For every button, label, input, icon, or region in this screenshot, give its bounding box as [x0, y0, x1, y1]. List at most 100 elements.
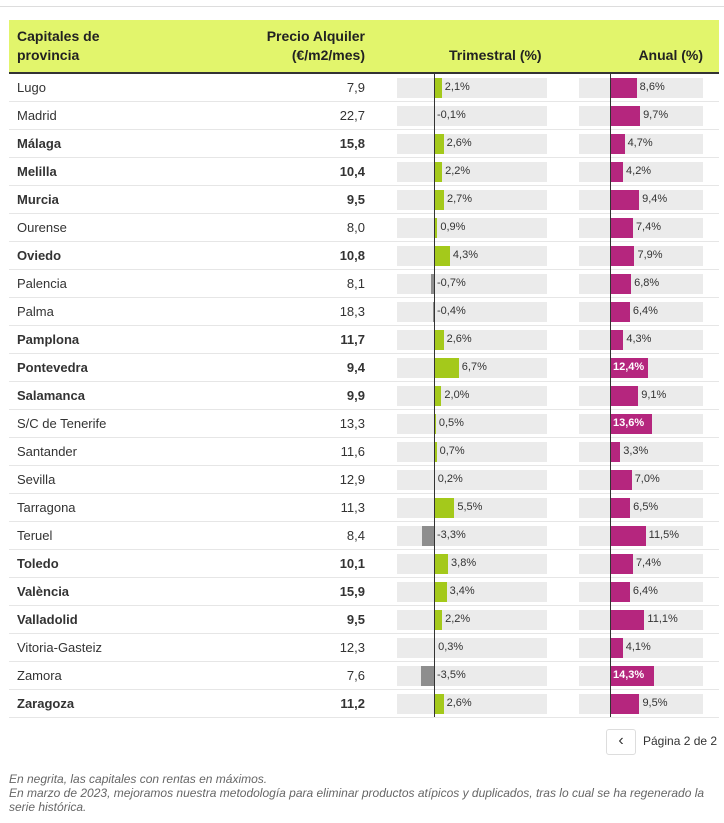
quarter-label: 2,7% [446, 193, 473, 205]
quarter-bar [434, 330, 444, 350]
year-bar [610, 666, 655, 686]
rent-price: 11,2 [340, 696, 365, 711]
year-bar-bg [579, 190, 703, 210]
rent-price: 8,4 [346, 528, 365, 543]
city-name: Zamora [17, 668, 62, 683]
table-row: Pamplona 11,7 2,6% 4,3% [9, 325, 719, 354]
rent-price: 10,4 [339, 164, 365, 179]
quarter-bar [431, 274, 434, 294]
city-name: Murcia [17, 192, 59, 207]
quarter-axis [434, 689, 435, 717]
year-label: 7,9% [637, 249, 663, 261]
quarter-bar [432, 302, 434, 322]
rent-price: 22,7 [339, 108, 365, 123]
city-name: València [17, 584, 70, 599]
city-name: Teruel [17, 528, 53, 543]
quarter-label: 6,7% [461, 361, 487, 373]
quarter-label: -0,7% [437, 277, 466, 289]
year-label: 9,1% [641, 389, 667, 401]
top-divider [0, 6, 724, 7]
rent-price: 12,9 [339, 472, 365, 487]
year-label: 9,4% [642, 193, 668, 205]
table-row: Zamora 7,6 -3,5% 14,3% [9, 661, 719, 690]
table-header: Capitales de provincia Precio Alquiler (… [9, 20, 719, 74]
table-row: Murcia 9,5 2,7% 9,4% [9, 185, 719, 214]
city-name: Zaragoza [17, 696, 75, 711]
quarter-bar-bg [397, 526, 547, 546]
quarter-label: 4,3% [452, 249, 478, 261]
rent-price: 15,8 [339, 136, 365, 151]
header-price: Precio Alquiler (€/m2/mes) [266, 28, 365, 63]
table-row: Málaga 15,8 2,6% 4,7% [9, 129, 719, 158]
rent-price: 9,9 [346, 388, 365, 403]
rent-price: 9,5 [346, 192, 365, 207]
city-name: Vitoria-Gasteiz [17, 640, 103, 655]
year-axis [610, 549, 611, 577]
rent-price: 9,5 [346, 612, 365, 627]
quarter-label: 2,1% [444, 81, 470, 93]
rent-price: 12,3 [339, 640, 365, 655]
year-axis [610, 129, 611, 157]
year-label: 3,3% [623, 445, 649, 457]
year-label: 13,6% [613, 417, 645, 429]
quarter-label: 2,2% [445, 165, 471, 177]
rent-price: 11,3 [340, 500, 365, 515]
rent-price: 7,6 [346, 668, 365, 683]
table-row: Santander 11,6 0,7% 3,3% [9, 437, 719, 466]
year-axis [610, 101, 611, 129]
quarter-axis [434, 437, 435, 465]
year-label: 4,1% [625, 641, 651, 653]
quarter-bar-bg [397, 442, 547, 462]
year-bar [610, 414, 653, 434]
quarter-axis [434, 297, 435, 325]
rent-price: 7,9 [346, 80, 365, 95]
year-label: 7,4% [635, 221, 662, 233]
year-axis [610, 241, 611, 269]
year-axis [610, 493, 611, 521]
table-row: Madrid 22,7 -0,1% 9,7% [9, 101, 719, 130]
year-label: 6,4% [632, 305, 658, 317]
quarter-bar [434, 358, 459, 378]
quarter-bar-bg [397, 610, 547, 630]
year-label: 11,1% [647, 613, 678, 625]
year-bar [610, 358, 649, 378]
quarter-label: 2,0% [444, 389, 470, 401]
table-row: Sevilla 12,9 0,2% 7,0% [9, 465, 719, 494]
rent-price: 11,6 [340, 444, 365, 459]
year-bar [610, 218, 633, 238]
page-indicator: Página 2 de 2 [643, 734, 718, 748]
year-label: 12,4% [613, 361, 645, 373]
table-row: Palma 18,3 -0,4% 6,4% [9, 297, 719, 326]
year-bar-bg [579, 106, 703, 126]
header-name: Capitales de provincia [17, 28, 100, 63]
city-name: Tarragona [17, 500, 76, 515]
city-name: Santander [17, 444, 77, 459]
quarter-label: 2,2% [445, 613, 471, 625]
city-name: Toledo [17, 556, 59, 571]
quarter-bar [434, 218, 438, 238]
year-bar [610, 106, 641, 126]
table-row: Palencia 8,1 -0,7% 6,8% [9, 269, 719, 298]
rent-price: 8,1 [346, 276, 365, 291]
quarter-label: 3,8% [451, 557, 477, 569]
year-axis [610, 409, 611, 437]
quarter-axis [434, 73, 435, 101]
quarter-axis [434, 353, 435, 381]
quarter-label: 2,6% [446, 137, 472, 149]
year-axis [610, 605, 611, 633]
city-name: Pamplona [17, 332, 80, 347]
quarter-bar [421, 666, 434, 686]
chevron-left-icon[interactable]: ‹ [606, 729, 636, 755]
year-axis [610, 269, 611, 297]
quarter-bar [434, 246, 450, 266]
year-bar [610, 190, 640, 210]
notes: En negrita, las capitales con rentas en … [9, 772, 719, 814]
quarter-label: 0,5% [438, 417, 464, 429]
table-row: Ourense 8,0 0,9% 7,4% [9, 213, 719, 242]
rent-price: 10,8 [339, 248, 365, 263]
table-row: Zaragoza 11,2 2,6% 9,5% [9, 689, 719, 718]
quarter-axis [434, 381, 435, 409]
table-row: Valladolid 9,5 2,2% 11,1% [9, 605, 719, 634]
year-axis [610, 437, 611, 465]
table-row: Pontevedra 9,4 6,7% 12,4% [9, 353, 719, 382]
